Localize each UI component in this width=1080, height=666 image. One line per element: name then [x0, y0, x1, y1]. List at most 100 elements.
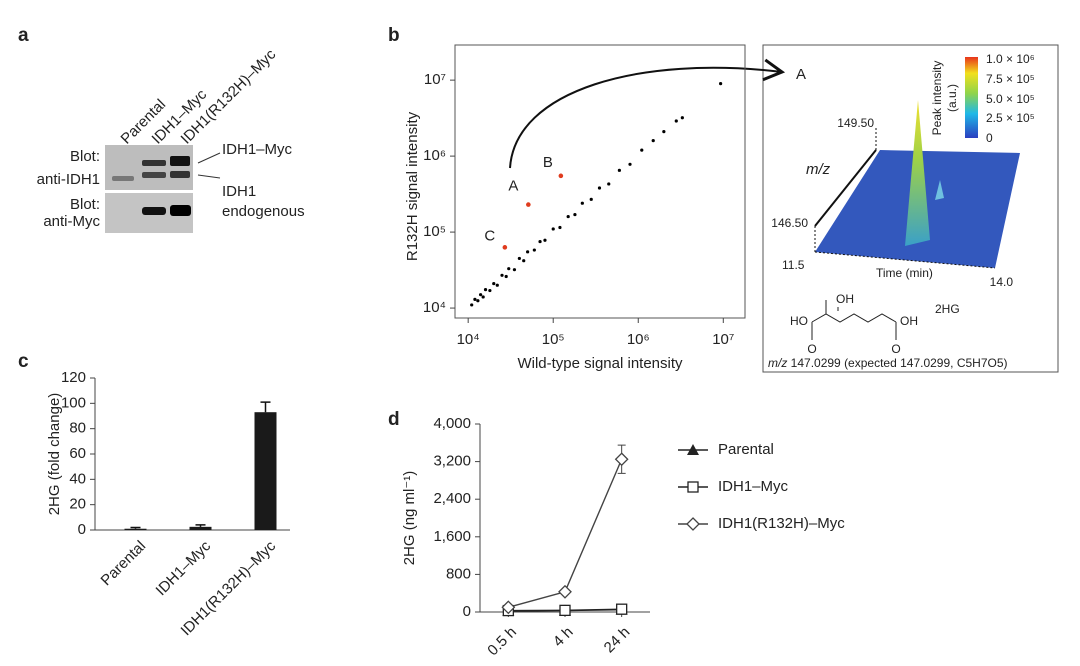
y-axis-title: 2HG (fold change)	[46, 393, 63, 516]
band	[170, 156, 190, 166]
y-tick-label: 800	[446, 565, 471, 582]
atom: O	[807, 342, 816, 356]
time-tick: 11.5	[782, 258, 805, 272]
y-axis-title: 2HG (ng ml⁻¹)	[401, 471, 418, 566]
point	[651, 139, 655, 143]
y-tick-label: 10⁶	[423, 147, 446, 164]
marker	[616, 603, 628, 615]
point	[662, 130, 666, 134]
point	[573, 212, 577, 217]
colorbar-tick: 7.5 × 10⁵	[986, 72, 1035, 86]
x-tick-label: 10⁶	[627, 331, 650, 348]
y-tick-label: 4,000	[433, 415, 471, 432]
x-tick-label: 24 h	[601, 624, 634, 657]
band	[142, 207, 166, 215]
band	[142, 160, 166, 166]
peak	[905, 100, 930, 246]
blot-row-label: anti-Myc	[43, 213, 100, 230]
panel-label: d	[388, 409, 400, 430]
band-label: endogenous	[222, 203, 305, 220]
caption-part: m/z	[768, 356, 787, 370]
x-axis-title: Wild-type signal intensity	[517, 355, 683, 372]
point	[502, 245, 508, 250]
panel-label: a	[18, 25, 29, 46]
y-tick-label: 10⁴	[423, 299, 446, 316]
blot-image	[105, 145, 193, 190]
bar	[189, 526, 212, 530]
point	[517, 256, 521, 261]
x-tick-label: 10⁴	[457, 331, 480, 348]
band-pointer	[197, 152, 221, 179]
atom: O	[891, 342, 900, 356]
spectrum-frame	[762, 44, 1059, 373]
point	[483, 287, 488, 292]
point	[680, 116, 684, 120]
colorbar-tick: 0	[986, 131, 993, 145]
axis-edge	[814, 128, 996, 269]
point	[580, 201, 584, 205]
caption-part: 147.0299 (expected 147.0299, C5H7O5)	[787, 356, 1007, 370]
blot-row-label: Blot:	[70, 148, 100, 165]
point	[558, 225, 562, 230]
spectrum-panel: A Peak intensity (a.u.) 1.0 × 10⁶ 7.5 × …	[509, 44, 1059, 373]
blot-row-label: Blot:	[70, 196, 100, 213]
y-tick-label: 10⁵	[423, 223, 446, 240]
band	[170, 205, 191, 216]
band	[112, 176, 134, 181]
point	[558, 173, 564, 179]
point	[507, 267, 511, 271]
spectrum-target: A	[796, 66, 806, 83]
point	[719, 82, 723, 86]
mz-axis	[814, 149, 877, 227]
colorbar-title: Peak intensity	[930, 61, 944, 136]
band	[142, 172, 166, 178]
colorbar-title: (a.u.)	[945, 84, 959, 112]
atom: OH	[900, 314, 918, 328]
point	[492, 281, 496, 286]
y-tick-label: 80	[69, 420, 86, 437]
point	[543, 238, 547, 242]
marker	[614, 452, 629, 467]
point	[512, 268, 517, 272]
blot-panel: Parental IDH1–Myc IDH1(R132H)–Myc Blot: …	[37, 46, 305, 233]
marker	[686, 517, 700, 531]
y-tick-label: 60	[69, 445, 86, 462]
caption: m/z 147.0299 (expected 147.0299, C5H7O5)	[768, 356, 1008, 370]
panel-labels: a b c d	[18, 25, 400, 430]
point-label: B	[543, 154, 553, 171]
point	[526, 250, 530, 254]
band	[170, 171, 190, 178]
point	[607, 182, 611, 186]
x-tick-label: Parental	[98, 538, 150, 590]
x-tick-label: IDH1–Myc	[153, 537, 215, 599]
marker	[687, 481, 699, 493]
point-label: C	[484, 227, 495, 244]
y-tick-label: 3,200	[433, 453, 471, 470]
peak	[935, 180, 944, 200]
point	[481, 295, 485, 299]
y-tick-label: 0	[463, 603, 471, 620]
y-tick-label: 20	[69, 496, 86, 513]
marker	[558, 584, 572, 599]
point	[522, 259, 526, 263]
atom: HO	[790, 314, 808, 328]
point	[640, 148, 644, 152]
x-tick-label: 10⁵	[542, 331, 565, 348]
y-tick-label: 0	[78, 521, 86, 538]
error-bar	[260, 401, 271, 413]
point	[532, 248, 536, 252]
point	[476, 299, 480, 303]
blot-row-label: anti-IDH1	[37, 171, 100, 188]
point	[617, 168, 621, 172]
point	[473, 297, 477, 302]
colorbar-tick: 1.0 × 10⁶	[986, 52, 1035, 66]
x-tick-label: 4 h	[550, 624, 577, 651]
y-axis-title: R132H signal intensity	[404, 111, 421, 261]
point	[478, 293, 483, 297]
point	[597, 186, 602, 190]
marker	[501, 600, 516, 615]
colorbar	[965, 57, 978, 138]
legend-label: IDH1–Myc	[718, 478, 789, 495]
point	[628, 162, 632, 166]
